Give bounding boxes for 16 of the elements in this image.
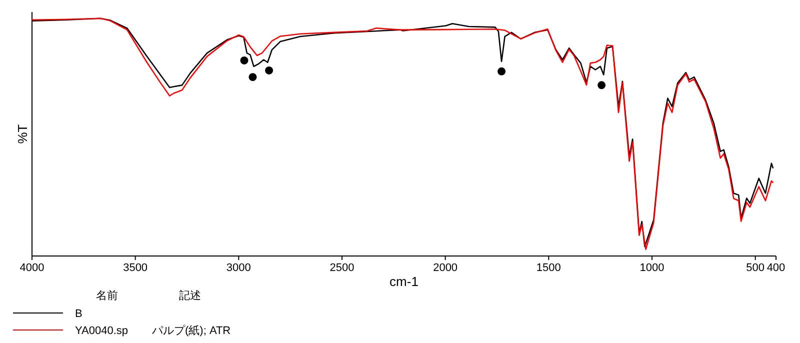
text: 記述 <box>179 290 201 302</box>
x-tick-label: 4000 <box>20 262 44 274</box>
x-tick-label: 2500 <box>330 262 354 274</box>
x-tick-label: 1000 <box>640 262 664 274</box>
x-tick-label: 3000 <box>226 262 251 274</box>
x-tick-label: 400 <box>766 262 786 274</box>
x-tick-label: 3500 <box>123 262 148 274</box>
y-axis-title: %T <box>15 124 30 144</box>
legend-title: 名前 <box>96 290 118 302</box>
legend-label: YA0040.sp <box>75 325 128 337</box>
text: パルプ(紙); ATR <box>152 325 231 337</box>
x-tick-label: 2000 <box>433 262 458 274</box>
x-tick-label: 500 <box>746 262 765 274</box>
x-tick-label: 1500 <box>536 262 561 274</box>
x-axis-title: cm-1 <box>390 274 418 289</box>
legend-label: B <box>75 308 82 320</box>
